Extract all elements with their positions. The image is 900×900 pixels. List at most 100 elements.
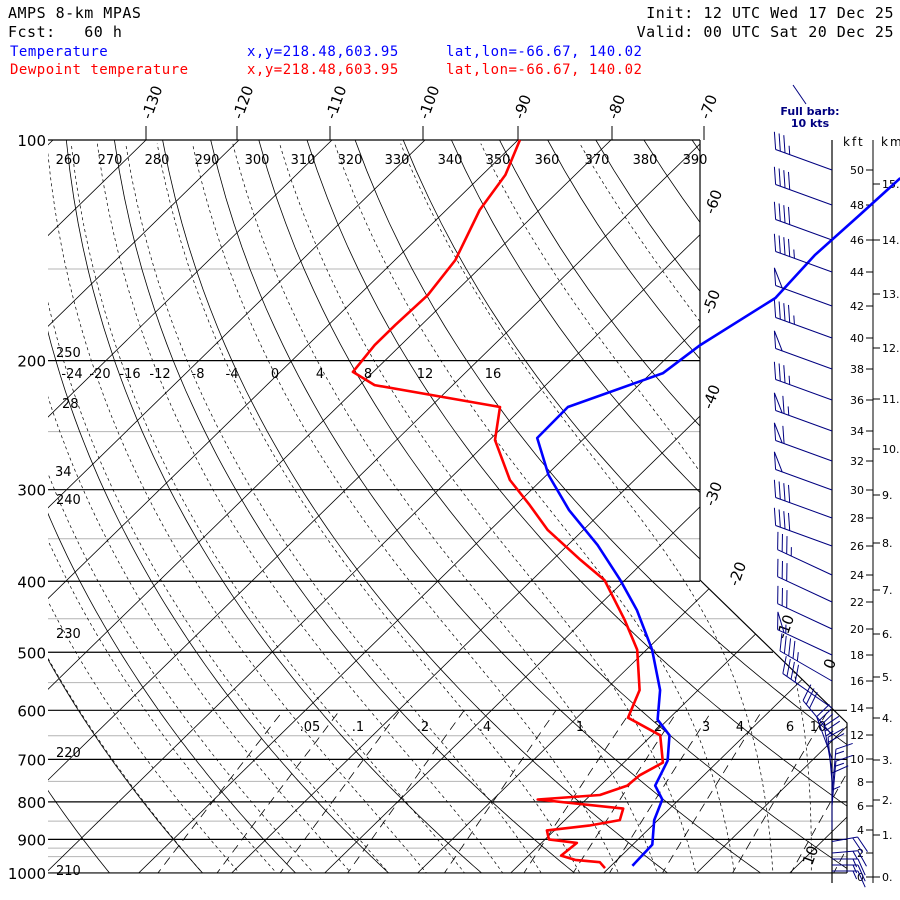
mixing-ratio-label: 2 [654, 720, 662, 735]
km-label: 10. [882, 443, 900, 456]
kft-label: 28 [850, 512, 864, 525]
sounding-profiles [351, 139, 900, 869]
kft-label: 32 [850, 455, 864, 468]
theta-label: 260 [56, 153, 81, 168]
dry-adiabat [210, 140, 783, 873]
kft-label: 14 [850, 702, 864, 715]
dry-adiabat [65, 140, 500, 873]
barb-staff [775, 285, 833, 307]
barb-full [835, 754, 853, 762]
forecast-hour: Fcst: 60 h [8, 23, 123, 41]
isotherm [48, 140, 705, 873]
km-label: 2. [882, 794, 893, 807]
barb-full [786, 658, 791, 677]
valid-time: Valid: 00 UTC Sat 20 Dec 25 [636, 23, 894, 41]
isotherm-row-label: 8 [364, 367, 372, 382]
barb-pennant [773, 422, 783, 444]
barb-staff [775, 379, 833, 401]
barb-full [802, 684, 812, 701]
isotherm-row-label: -20 [89, 367, 110, 382]
km-label: 13. [882, 288, 900, 301]
wind-barb [773, 267, 833, 307]
barb-full [819, 713, 834, 727]
model-title: AMPS 8-km MPAS [8, 4, 142, 22]
isotherm-row-label: 16 [485, 367, 502, 382]
barb-full [773, 507, 777, 526]
mixing-ratio-label: 4 [736, 720, 744, 735]
barb-staff [775, 317, 833, 339]
barb-full [827, 728, 844, 738]
kft-label: 2 [857, 847, 864, 860]
wind-barb [831, 850, 867, 867]
barb-full [787, 512, 791, 531]
wind-barbs [773, 131, 868, 888]
theta-left-label: 220 [56, 746, 81, 761]
barb-full [787, 171, 791, 190]
pressure-label: 900 [17, 831, 46, 849]
dry-adiabat [48, 140, 123, 873]
temperature-legend-label: Temperature [10, 44, 109, 60]
kft-label: 8 [857, 776, 864, 789]
barb-pennant [773, 330, 783, 352]
theta-label: 380 [633, 153, 658, 168]
moist-adiabat [156, 143, 589, 873]
moist-adiabat [400, 143, 775, 873]
theta-label: 310 [291, 153, 316, 168]
kft-label: 16 [850, 675, 864, 688]
barb-full [778, 168, 781, 187]
barb-full [773, 233, 777, 252]
moist-adiabat [334, 143, 737, 873]
theta-left-label: 230 [56, 627, 81, 642]
mixing-ratio-label: .1 [352, 720, 364, 735]
mixing-ratio-line [563, 710, 679, 873]
wind-barb [827, 728, 845, 783]
isotherm-side-label: -50 [699, 287, 724, 316]
mixing-ratio-label: 6 [786, 720, 794, 735]
isotherm [48, 140, 54, 873]
isotherm-top-label: -70 [696, 92, 721, 121]
theta-label: 300 [245, 153, 270, 168]
km-label: 14. [882, 234, 900, 247]
theta-left-label: 28 [62, 397, 79, 412]
barb-half [787, 406, 790, 416]
theta-label: 290 [195, 153, 220, 168]
mixing-ratio-label: .2 [417, 720, 429, 735]
barb-staff [775, 219, 833, 241]
barb-full [857, 858, 866, 876]
dry-adiabat [258, 140, 847, 873]
km-label: 6. [882, 628, 893, 641]
theta-left-label: 250 [56, 346, 81, 361]
km-title: km [881, 135, 900, 149]
barb-legend-line2: 10 kts [791, 117, 830, 130]
isotherm-row-label: -24 [61, 367, 82, 382]
barb-full [783, 170, 786, 188]
wind-barb [779, 633, 833, 682]
barb-staff [777, 576, 833, 603]
dewpoint-legend-label: Dewpoint temperature [10, 62, 189, 78]
barb-pennant [773, 267, 783, 289]
kft-label: 6 [857, 800, 864, 813]
barb-full [782, 395, 785, 414]
barb-full [852, 837, 863, 853]
kft-label: 38 [850, 363, 864, 376]
barb-full [778, 235, 781, 254]
mixing-ratio-label: 3 [702, 720, 710, 735]
moist-adiabat [96, 143, 514, 873]
pressure-label: 600 [17, 702, 46, 720]
theta-label: 340 [438, 153, 463, 168]
barb-full [823, 715, 840, 727]
wind-barb [773, 479, 833, 519]
wind-barb [773, 299, 833, 339]
background-grid [48, 140, 847, 873]
kft-label: 48 [850, 199, 864, 212]
plot-right-border [699, 140, 848, 873]
barb-full [792, 640, 796, 659]
barb-half [835, 750, 845, 755]
wind-barb [773, 507, 833, 547]
barb-staff [775, 348, 833, 370]
barb-staff [777, 549, 833, 576]
theta-label: 330 [385, 153, 410, 168]
barb-full [809, 692, 818, 709]
barb-full [857, 864, 866, 882]
isotherm-top-label: -130 [138, 83, 167, 121]
